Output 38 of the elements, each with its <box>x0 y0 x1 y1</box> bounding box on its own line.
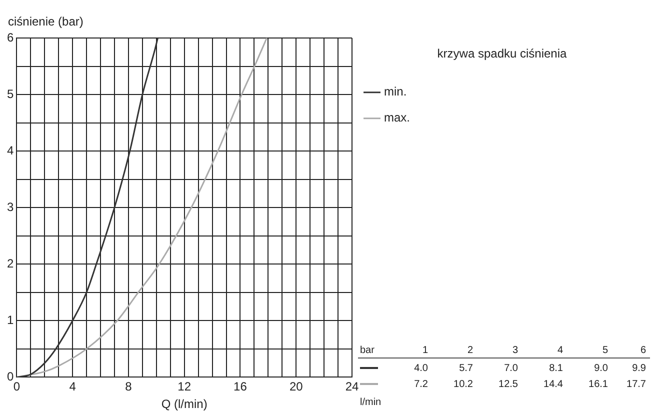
x-tick-label: 8 <box>125 380 132 394</box>
text: 4 <box>557 344 564 356</box>
text: 9.9 <box>632 362 646 374</box>
text: 2 <box>467 344 474 356</box>
y-tick-label: 1 <box>6 312 14 327</box>
y-tick-label: 3 <box>6 200 14 214</box>
y-tick-label: 4 <box>6 143 14 158</box>
x-tick-label: 20 <box>289 380 304 394</box>
text: 6 <box>640 344 646 356</box>
text: 9.0 <box>594 362 608 374</box>
text: 5.7 <box>459 362 474 374</box>
text: 3 <box>512 344 518 356</box>
text: 8.1 <box>549 362 564 374</box>
text: 14.4 <box>544 378 564 390</box>
y-axis-title: ciśnienie (bar) <box>8 14 84 28</box>
text: 4.0 <box>414 362 428 374</box>
text: 16.1 <box>588 378 608 390</box>
x-tick-label: 12 <box>178 380 192 394</box>
text: 17.7 <box>626 378 646 390</box>
y-tick-label: 0 <box>6 370 14 384</box>
x-tick-label: 16 <box>234 380 248 394</box>
text: 7.0 <box>504 362 518 374</box>
text: 1 <box>422 344 428 356</box>
text: 12.5 <box>498 378 518 390</box>
text: l/min <box>360 396 382 408</box>
x-tick-label: 24 <box>345 380 359 394</box>
text: 10.2 <box>454 378 474 390</box>
x-tick-label: 4 <box>69 380 76 394</box>
legend-label: min. <box>384 84 407 99</box>
legend-title: krzywa spadku ciśnienia <box>437 46 568 60</box>
text: 7.2 <box>414 378 428 390</box>
text: 5 <box>602 344 608 356</box>
y-tick-label: 6 <box>6 30 14 44</box>
legend-label: max. <box>384 110 410 125</box>
text: bar <box>360 344 376 356</box>
y-tick-label: 5 <box>6 86 14 101</box>
y-tick-label: 2 <box>6 256 14 270</box>
x-axis-title: Q (l/min) <box>161 397 208 412</box>
